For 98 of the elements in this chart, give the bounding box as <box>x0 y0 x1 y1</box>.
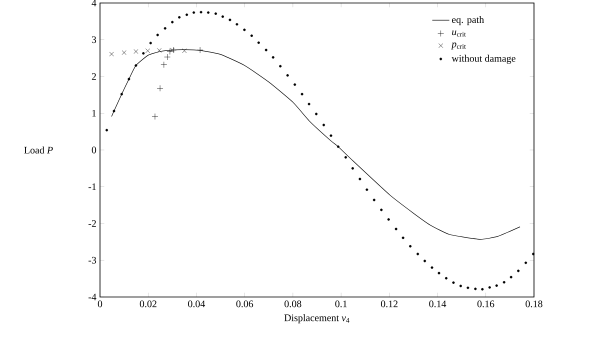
point <box>156 48 162 53</box>
point <box>459 284 462 288</box>
point <box>438 272 440 274</box>
point <box>524 262 528 264</box>
point <box>105 128 108 132</box>
point <box>495 284 498 287</box>
point <box>481 288 484 291</box>
point <box>120 92 124 96</box>
line-series <box>111 49 520 240</box>
legend-label: u$_{crit}$ <box>452 30 466 37</box>
x-axis-title: Displacement v$_{4}$ <box>284 314 350 324</box>
point <box>330 134 332 137</box>
point <box>257 41 260 44</box>
point <box>142 52 145 55</box>
point <box>164 27 166 30</box>
point <box>366 188 368 191</box>
x-tick-label: 0.02 <box>140 300 156 308</box>
point <box>409 244 412 248</box>
point <box>122 50 126 55</box>
y-tick-label: 4 <box>92 0 96 6</box>
point <box>322 124 326 126</box>
y-tick-label: 1 <box>92 110 96 117</box>
y-tick-label: -4 <box>88 294 96 300</box>
y-tick-label: -2 <box>88 220 96 227</box>
x-tick-label: 0.16 <box>477 300 494 308</box>
x-tick-label: 0.1 <box>335 300 347 308</box>
point <box>149 42 152 44</box>
legend-label: eq. path <box>452 16 484 26</box>
point <box>416 252 420 256</box>
x-tick-label: 0.08 <box>284 300 302 308</box>
point <box>387 218 390 221</box>
point <box>466 286 470 290</box>
point <box>171 20 174 24</box>
point <box>182 48 187 54</box>
y-axis-title: Load P <box>24 146 53 154</box>
point <box>272 56 274 59</box>
point <box>488 286 491 289</box>
point <box>134 64 138 67</box>
point <box>394 228 398 230</box>
point <box>178 16 181 19</box>
point <box>358 178 362 180</box>
x-tick-label: 0.14 <box>429 300 446 308</box>
point <box>128 78 130 80</box>
point <box>380 208 383 212</box>
y-tick-label: 0 <box>92 146 96 154</box>
point <box>221 15 224 18</box>
point <box>336 145 340 148</box>
point <box>286 74 289 77</box>
x-tick-label: 0.04 <box>188 300 206 308</box>
point <box>430 266 434 269</box>
point <box>160 62 168 68</box>
point <box>452 281 455 284</box>
x-tick-label: 0.06 <box>236 300 254 308</box>
point <box>186 13 188 16</box>
x-tick-label: 0 <box>98 300 102 308</box>
point <box>196 46 204 54</box>
point <box>236 23 238 26</box>
point <box>344 156 347 159</box>
x-tick-label: 0.12 <box>380 300 398 308</box>
legend-label: without damage <box>452 54 516 64</box>
point <box>214 12 218 15</box>
point <box>228 18 232 22</box>
point <box>134 49 138 54</box>
point <box>532 252 535 256</box>
point <box>164 54 170 60</box>
point <box>279 64 282 68</box>
point <box>517 270 520 272</box>
point <box>250 34 253 38</box>
point <box>200 10 202 14</box>
point <box>192 11 196 14</box>
point <box>372 198 376 202</box>
point <box>402 236 404 240</box>
point <box>423 260 426 262</box>
point <box>351 167 354 170</box>
point <box>294 83 296 86</box>
point <box>308 102 310 106</box>
point <box>109 52 114 56</box>
point <box>145 48 150 54</box>
point <box>444 276 448 280</box>
legend-label: p$_{crit}$ <box>451 42 466 50</box>
point <box>243 28 246 32</box>
point <box>314 112 318 116</box>
y-tick-label: -1 <box>88 183 96 190</box>
point <box>156 85 164 92</box>
point <box>206 11 210 14</box>
y-tick-label: 2 <box>92 73 96 80</box>
point <box>152 113 158 120</box>
y-tick-label: -3 <box>88 256 96 264</box>
point <box>510 276 512 278</box>
point <box>166 48 174 55</box>
point <box>474 288 477 290</box>
point <box>112 110 116 112</box>
point <box>264 48 268 52</box>
x-tick-label: 0.18 <box>526 300 542 308</box>
y-tick-label: 3 <box>92 36 96 44</box>
point <box>502 280 506 284</box>
point <box>300 92 304 96</box>
point <box>156 34 159 36</box>
